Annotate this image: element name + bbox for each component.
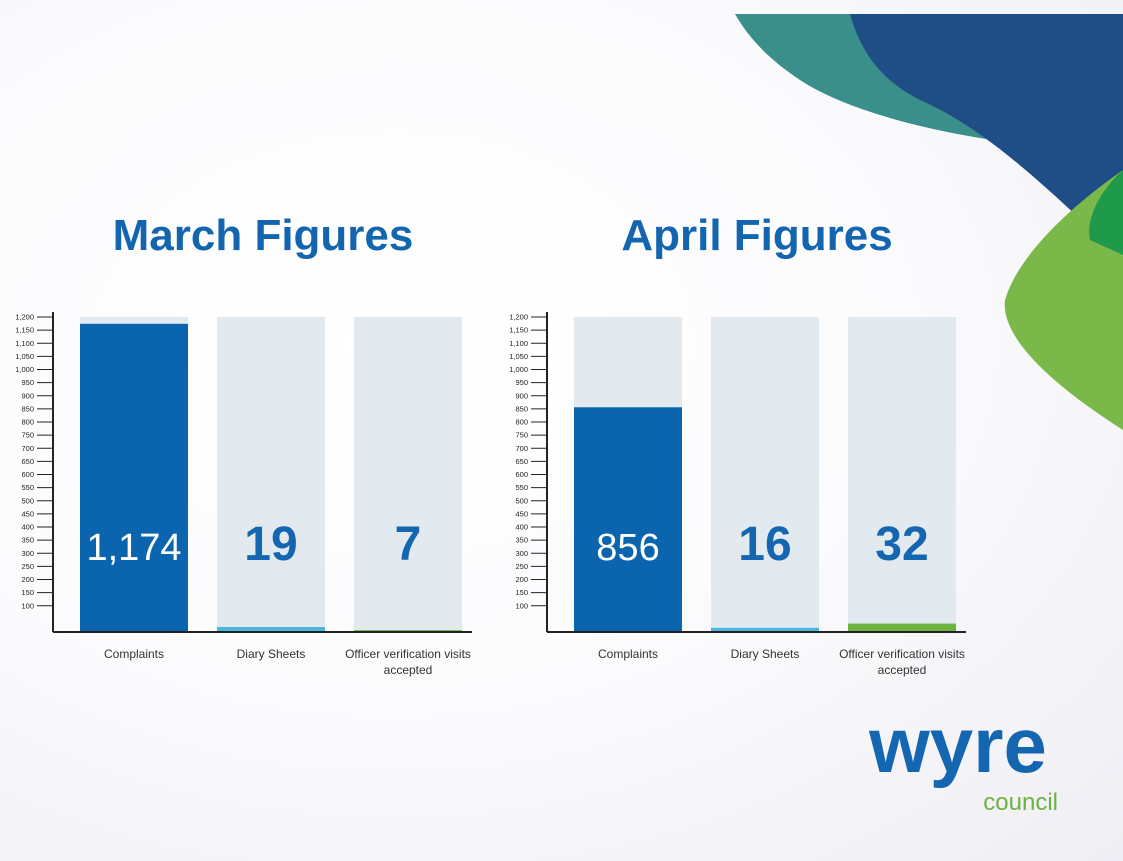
y-tick-label: 750 [515, 431, 528, 440]
x-tick-label: Complaints [69, 646, 199, 662]
y-tick-label: 650 [515, 457, 528, 466]
value-label: 19 [244, 518, 297, 571]
y-tick-label: 250 [515, 562, 528, 571]
y-tick-label: 950 [515, 378, 528, 387]
y-tick-label: 600 [21, 470, 34, 479]
bar [80, 324, 188, 632]
y-tick-label: 1,000 [15, 365, 34, 374]
page: wyre council March Figures 100 150 200 250 30… [0, 0, 1123, 861]
x-tick-label: Officer verification visits accepted [837, 646, 967, 678]
y-tick-label: 300 [21, 549, 34, 558]
y-tick-label: 400 [21, 523, 34, 532]
x-tick-label: Diary Sheets [206, 646, 336, 662]
y-tick-label: 750 [21, 431, 34, 440]
y-tick-label: 900 [21, 391, 34, 400]
y-tick-label: 1,000 [509, 365, 528, 374]
y-tick-label: 1,050 [15, 352, 34, 361]
y-tick-label: 550 [21, 483, 34, 492]
x-tick-label: Diary Sheets [700, 646, 830, 662]
y-tick-label: 850 [515, 404, 528, 413]
value-label: 32 [875, 518, 928, 571]
y-tick-label: 950 [21, 378, 34, 387]
y-tick-label: 100 [21, 601, 34, 610]
y-tick-label: 150 [515, 588, 528, 597]
y-tick-label: 650 [21, 457, 34, 466]
y-tick-label: 700 [515, 444, 528, 453]
x-tick-label: Complaints [563, 646, 693, 662]
bar [848, 624, 956, 632]
y-tick-label: 850 [21, 404, 34, 413]
y-tick-label: 1,200 [15, 313, 34, 322]
y-tick-label: 1,100 [509, 339, 528, 348]
y-tick-label: 200 [21, 575, 34, 584]
value-label: 16 [738, 518, 791, 571]
y-tick-label: 1,150 [15, 326, 34, 335]
x-tick-label: Officer verification visits accepted [343, 646, 473, 678]
y-tick-label: 800 [21, 418, 34, 427]
y-tick-label: 1,100 [15, 339, 34, 348]
y-tick-label: 1,050 [509, 352, 528, 361]
bar-track [711, 317, 819, 632]
y-tick-label: 350 [21, 536, 34, 545]
y-tick-label: 700 [21, 444, 34, 453]
y-tick-label: 300 [515, 549, 528, 558]
y-tick-label: 1,150 [509, 326, 528, 335]
y-tick-label: 500 [515, 496, 528, 505]
y-tick-label: 800 [515, 418, 528, 427]
y-tick-label: 900 [515, 391, 528, 400]
value-label: 7 [395, 518, 422, 571]
infographic: wyre council March Figures 100 150 200 250 30… [0, 0, 1123, 861]
y-tick-label: 450 [515, 509, 528, 518]
value-label: 1,174 [86, 527, 181, 569]
y-tick-label: 350 [515, 536, 528, 545]
y-tick-label: 500 [21, 496, 34, 505]
y-tick-label: 150 [21, 588, 34, 597]
bar-track [217, 317, 325, 632]
y-tick-label: 200 [515, 575, 528, 584]
logo-subtext: council [983, 789, 1058, 816]
bar-track [848, 317, 956, 632]
logo-text: wyre [868, 701, 1047, 789]
y-tick-label: 550 [515, 483, 528, 492]
bar-track [354, 317, 462, 632]
y-tick-label: 1,200 [509, 313, 528, 322]
bar [574, 407, 682, 632]
chart-title: April Figures [621, 211, 892, 260]
y-tick-label: 250 [21, 562, 34, 571]
chart-title: March Figures [113, 211, 414, 260]
y-tick-label: 400 [515, 523, 528, 532]
y-tick-label: 600 [515, 470, 528, 479]
y-tick-label: 100 [515, 601, 528, 610]
y-tick-label: 450 [21, 509, 34, 518]
value-label: 856 [596, 527, 659, 569]
